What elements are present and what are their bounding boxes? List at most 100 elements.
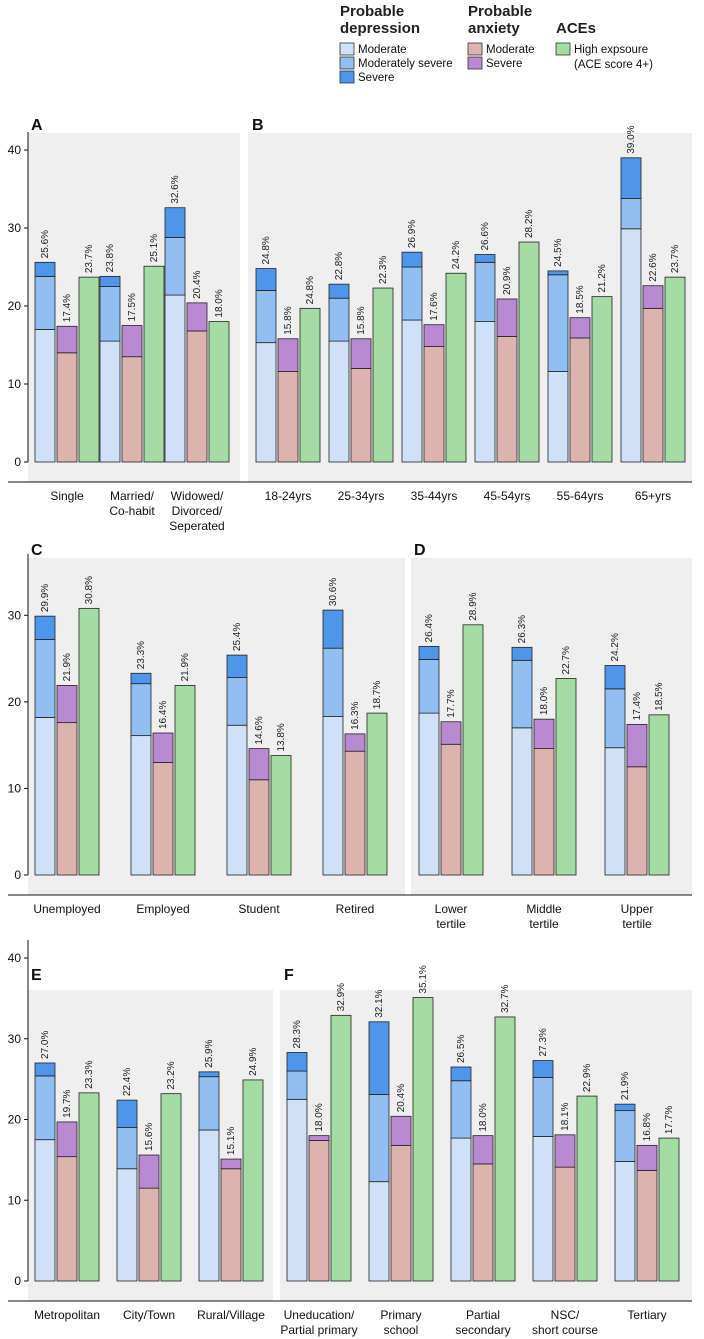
bar-ace-high-exposure <box>412 997 434 1282</box>
bar-depression-moderate <box>450 1137 472 1282</box>
bar-depression-moderately-severe <box>368 1094 390 1183</box>
category-label: 35-44yrs <box>411 489 458 503</box>
panel-A: A 25.6% 17.4% 23.7% Single 23.8% 17.5% 25.1% Mar… <box>31 117 230 533</box>
bar-anxiety-severe <box>152 732 174 763</box>
y-tick-label: 20 <box>8 695 22 709</box>
data-label-ace: 22.3% <box>378 256 389 284</box>
y-tick-label: 30 <box>8 221 22 235</box>
data-label-depression: 23.3% <box>136 641 147 669</box>
category-label: Upper <box>621 902 654 916</box>
category-group: 23.3% 16.4% 21.9% Employed <box>130 641 196 916</box>
data-label-ace: 24.8% <box>305 276 316 304</box>
data-label-ace: 24.9% <box>248 1047 259 1075</box>
category-label: City/Town <box>123 1308 175 1322</box>
bar-depression-severe <box>322 609 344 649</box>
y-tick-label: 10 <box>8 781 22 795</box>
bar-anxiety-severe <box>496 298 518 337</box>
bar-anxiety-moderate <box>496 336 518 463</box>
panel-letter: F <box>284 967 294 984</box>
category-group: 22.8% 15.8% 22.3% 25-34yrs <box>328 252 394 503</box>
category-label: tertile <box>622 917 652 931</box>
category-label: Student <box>238 902 280 916</box>
bar-anxiety-severe <box>554 1134 576 1168</box>
bar-depression-moderate <box>511 727 533 876</box>
bar-anxiety-severe <box>350 338 372 369</box>
data-label-anxiety: 18.5% <box>575 285 586 313</box>
category-label: Lower <box>435 902 468 916</box>
bar-ace-high-exposure <box>78 1092 100 1282</box>
y-tick-label: 0 <box>14 1274 21 1288</box>
legend-heading: Probable <box>340 3 404 20</box>
category-group: 39.0% 22.6% 23.7% 65+yrs <box>620 125 686 503</box>
data-label-depression: 25.6% <box>40 230 51 258</box>
y-tick-label: 20 <box>8 1113 22 1127</box>
bar-depression-severe <box>368 1021 390 1095</box>
bar-anxiety-moderate <box>390 1144 412 1282</box>
bar-depression-moderately-severe <box>532 1077 554 1137</box>
bar-anxiety-severe <box>248 748 270 781</box>
bar-anxiety-moderate <box>472 1163 494 1282</box>
y-tick-label: 0 <box>14 455 21 469</box>
bar-depression-moderate <box>614 1161 636 1282</box>
data-label-anxiety: 22.6% <box>648 253 659 281</box>
data-label-ace: 23.3% <box>84 1060 95 1088</box>
category-group: 26.9% 17.6% 24.2% 35-44yrs <box>401 220 467 503</box>
bar-ace-high-exposure <box>518 241 540 463</box>
bar-ace-high-exposure <box>648 714 670 876</box>
panel-letter: A <box>31 117 43 134</box>
category-label: Co-habit <box>109 504 155 518</box>
bar-depression-severe <box>116 1099 138 1128</box>
data-label-anxiety: 15.8% <box>356 306 367 334</box>
data-label-ace: 23.2% <box>166 1061 177 1089</box>
bar-ace-high-exposure <box>174 685 196 876</box>
category-group: 32.6% 20.4% 18.0% Widowed/Divorced/Seperate… <box>164 175 230 533</box>
bar-depression-severe <box>511 646 533 661</box>
data-label-anxiety: 18.1% <box>560 1102 571 1130</box>
data-label-depression: 30.6% <box>328 578 339 606</box>
legend-heading: ACEs <box>556 20 596 37</box>
category-group: 23.8% 17.5% 25.1% Married/Co-habit <box>99 234 165 518</box>
bar-depression-severe <box>34 261 56 277</box>
bar-depression-moderate <box>116 1168 138 1282</box>
data-label-depression: 26.9% <box>407 220 418 248</box>
data-label-depression: 26.5% <box>456 1035 467 1063</box>
data-label-ace: 25.1% <box>149 234 160 262</box>
data-label-depression: 22.8% <box>334 252 345 280</box>
category-label: short course <box>532 1323 598 1337</box>
legend-heading: depression <box>340 20 420 37</box>
bar-depression-moderately-severe <box>620 197 642 230</box>
data-label-ace: 13.8% <box>276 723 287 751</box>
bar-depression-moderately-severe <box>547 274 569 372</box>
bar-anxiety-moderate <box>220 1168 242 1282</box>
bar-depression-moderate <box>401 319 423 463</box>
bar-ace-high-exposure <box>242 1079 264 1282</box>
bar-depression-severe <box>450 1066 472 1082</box>
bar-ace-high-exposure <box>143 265 165 463</box>
bar-anxiety-severe <box>56 685 78 724</box>
panel-letter: E <box>31 967 42 984</box>
category-label: Partial <box>466 1308 500 1322</box>
bar-anxiety-severe <box>56 1121 78 1158</box>
data-label-anxiety: 17.5% <box>127 293 138 321</box>
data-label-anxiety: 17.6% <box>429 292 440 320</box>
data-label-ace: 32.9% <box>336 983 347 1011</box>
bar-ace-high-exposure <box>462 624 484 876</box>
bar-ace-high-exposure <box>555 678 577 876</box>
legend-swatch <box>339 70 355 84</box>
legend-swatch <box>467 42 483 56</box>
data-label-anxiety: 14.6% <box>254 716 265 744</box>
bar-anxiety-moderate <box>642 307 664 463</box>
legend-heading: anxiety <box>468 20 520 37</box>
bar-depression-moderately-severe <box>164 236 186 296</box>
panel-E: E 27.0% 19.7% 23.3% Metropolitan 22.4% 15.6% 23… <box>31 967 265 1322</box>
bar-depression-moderate <box>130 735 152 876</box>
legend-swatch <box>339 42 355 56</box>
bar-anxiety-moderate <box>569 337 591 463</box>
bar-anxiety-moderate <box>626 766 648 876</box>
bar-anxiety-severe <box>440 721 462 745</box>
